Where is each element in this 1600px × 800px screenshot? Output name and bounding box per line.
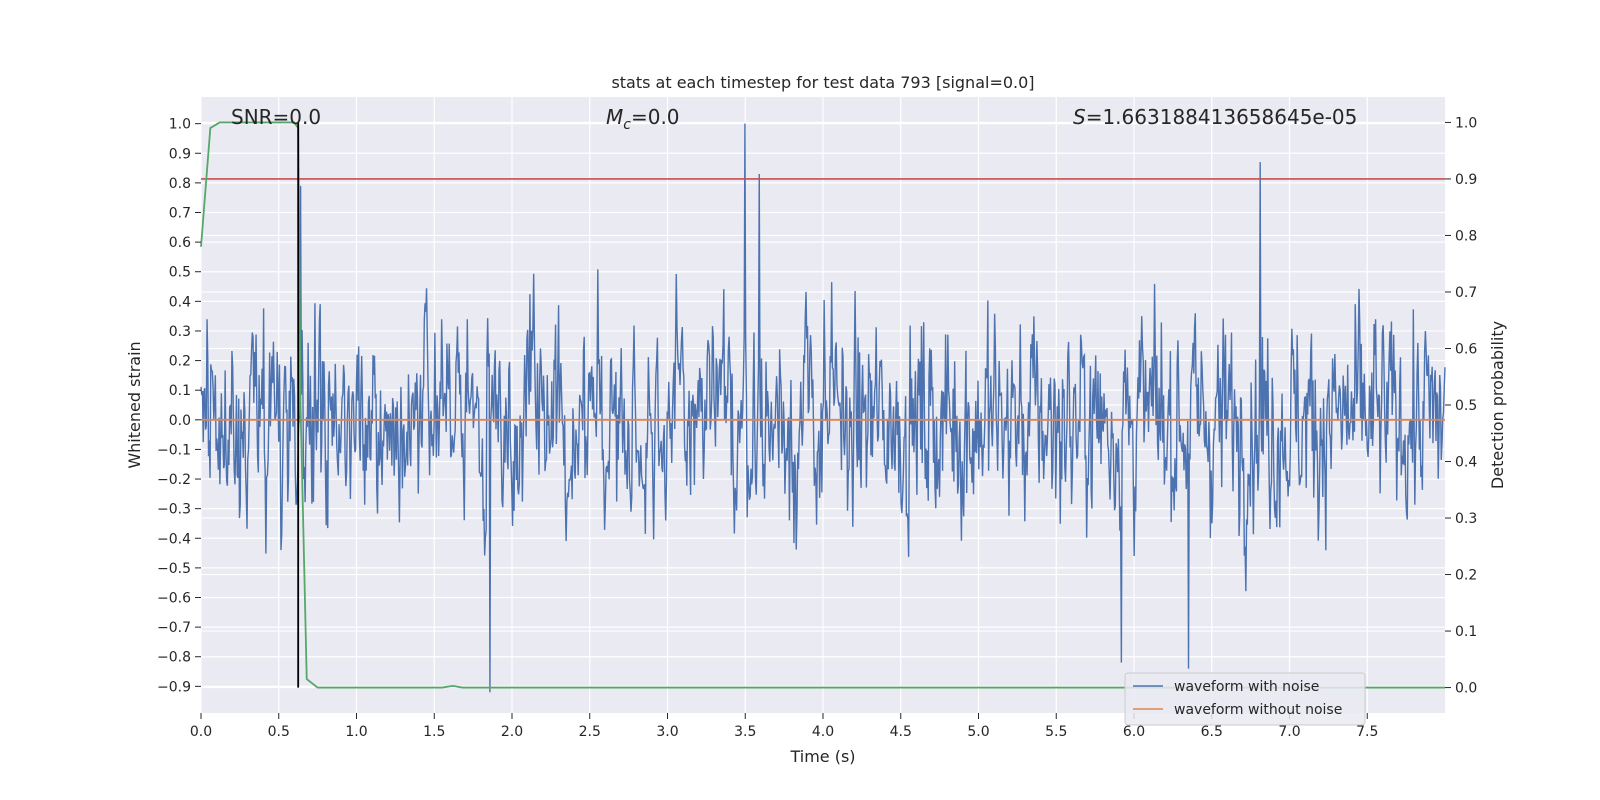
x-tick-label: 0.0 bbox=[190, 724, 212, 740]
snr-annotation: SNR=0.0 bbox=[231, 105, 321, 129]
detection-probability-line bbox=[200, 121, 1445, 689]
legend-label-waveform-with-noise: waveform with noise bbox=[1174, 679, 1319, 695]
y-right-axis-ticks: 1.0 0.9 0.8 0.7 0.6 0.5 0.4 0.3 0.2 0.1 0.0 bbox=[1445, 115, 1477, 697]
chirp-mass-annotation: Mc=0.0 bbox=[606, 105, 680, 133]
y-right-tick-label: 0.1 bbox=[1455, 624, 1477, 640]
y-left-tick-label: −0.4 bbox=[157, 531, 191, 547]
lines-layer bbox=[200, 121, 1445, 689]
y-left-axis-ticks: 1.0 0.9 0.8 0.7 0.6 0.5 0.4 0.3 0.2 0.1 0.0 −0.1 −0.… bbox=[157, 117, 201, 695]
y-left-tick-label: −0.7 bbox=[157, 620, 191, 636]
y-left-tick-label: −0.6 bbox=[157, 591, 191, 607]
x-tick-label: 1.5 bbox=[423, 724, 445, 740]
chart-title: stats at each timestep for test data 793… bbox=[611, 73, 1034, 92]
x-axis-ticks: 0.0 0.5 1.0 1.5 2.0 2.5 3.0 3.5 4.0 4.5 5.0 5.5 6.0 6… bbox=[190, 713, 1378, 740]
x-tick-label: 7.0 bbox=[1278, 724, 1300, 740]
y-right-tick-label: 1.0 bbox=[1455, 115, 1477, 131]
legend: waveform with noise waveform without noi… bbox=[1124, 672, 1366, 726]
y-right-tick-label: 0.3 bbox=[1455, 511, 1477, 527]
chirp-mass-subscript: c bbox=[623, 117, 631, 133]
x-tick-label: 3.0 bbox=[656, 724, 678, 740]
y-right-axis-label: Detection probability bbox=[1488, 321, 1507, 489]
y-right-tick-label: 0.5 bbox=[1455, 398, 1477, 414]
x-tick-label: 5.0 bbox=[967, 724, 989, 740]
y-right-tick-label: 0.8 bbox=[1455, 228, 1477, 244]
y-left-tick-label: 0.5 bbox=[169, 265, 191, 281]
waveform-with-noise-line bbox=[200, 123, 1446, 693]
waveform-with-noise-series bbox=[200, 123, 1446, 693]
y-right-tick-label: 0.0 bbox=[1455, 681, 1477, 697]
y-left-tick-label: 0.6 bbox=[169, 235, 191, 251]
y-left-tick-label: 0.7 bbox=[169, 206, 191, 222]
s-symbol: S bbox=[1073, 105, 1086, 129]
x-tick-label: 6.5 bbox=[1201, 724, 1223, 740]
y-left-tick-label: −0.3 bbox=[157, 502, 191, 518]
y-left-tick-label: 0.2 bbox=[169, 354, 191, 370]
y-right-tick-label: 0.7 bbox=[1455, 285, 1477, 301]
legend-label-waveform-without-noise: waveform without noise bbox=[1174, 702, 1342, 718]
y-left-tick-label: −0.1 bbox=[157, 442, 191, 458]
x-tick-label: 5.5 bbox=[1045, 724, 1067, 740]
y-left-tick-label: 0.9 bbox=[169, 146, 191, 162]
y-left-tick-label: −0.9 bbox=[157, 679, 191, 695]
x-tick-label: 1.0 bbox=[345, 724, 367, 740]
y-left-tick-label: 0.0 bbox=[169, 413, 191, 429]
y-left-tick-label: 0.8 bbox=[169, 176, 191, 192]
x-tick-label: 2.0 bbox=[501, 724, 523, 740]
y-left-axis-label: Whitened strain bbox=[125, 341, 144, 468]
y-left-tick-label: 0.4 bbox=[169, 294, 191, 310]
s-annotation: S=1.663188413658645e-05 bbox=[1073, 105, 1357, 129]
x-tick-label: 0.5 bbox=[268, 724, 290, 740]
legend-box bbox=[1124, 672, 1366, 726]
x-tick-label: 3.5 bbox=[734, 724, 756, 740]
y-left-tick-label: −0.8 bbox=[157, 650, 191, 666]
x-tick-label: 4.5 bbox=[890, 724, 912, 740]
y-left-tick-label: 0.3 bbox=[169, 324, 191, 340]
chirp-mass-value: =0.0 bbox=[631, 105, 680, 129]
x-tick-label: 2.5 bbox=[579, 724, 601, 740]
y-left-tick-label: −0.2 bbox=[157, 472, 191, 488]
chirp-mass-symbol: M bbox=[606, 105, 623, 129]
x-axis-label: Time (s) bbox=[789, 747, 855, 766]
y-left-tick-label: −0.5 bbox=[157, 561, 191, 577]
y-left-tick-label: 0.1 bbox=[169, 383, 191, 399]
y-right-tick-label: 0.4 bbox=[1455, 455, 1477, 471]
y-right-tick-label: 0.2 bbox=[1455, 568, 1477, 584]
x-tick-label: 7.5 bbox=[1356, 724, 1378, 740]
x-tick-label: 6.0 bbox=[1123, 724, 1145, 740]
y-right-tick-label: 0.6 bbox=[1455, 341, 1477, 357]
s-value: =1.663188413658645e-05 bbox=[1086, 105, 1358, 129]
y-left-tick-label: 1.0 bbox=[169, 117, 191, 133]
x-tick-label: 4.0 bbox=[812, 724, 834, 740]
y-right-tick-label: 0.9 bbox=[1455, 172, 1477, 188]
